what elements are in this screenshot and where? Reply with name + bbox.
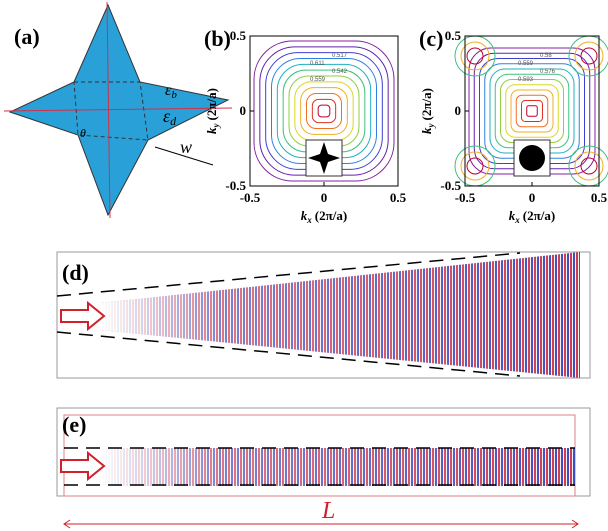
unit: (2π/a) — [523, 208, 555, 223]
x-axis-label: kx(2π/a) — [301, 208, 347, 225]
y-axis-label: ky(2π/a) — [419, 88, 436, 134]
subscript: x — [514, 215, 520, 225]
unit: (2π/a) — [315, 208, 347, 223]
panel-label: (c) — [419, 26, 443, 51]
length-label: L — [321, 498, 335, 524]
subscript: y — [426, 122, 436, 128]
panel-label: (b) — [204, 26, 231, 51]
contour-label: 0.559 — [310, 77, 326, 83]
contour-label: 0.517 — [332, 53, 348, 59]
y-axis-label-group: ky(2π/a) — [204, 88, 221, 134]
subscript: y — [211, 122, 221, 128]
epsilon-b: εb — [165, 82, 177, 101]
y-tick-label: 0 — [455, 103, 462, 118]
theta: θ — [80, 126, 86, 140]
inset-circle — [519, 145, 545, 171]
x-tick-label: 0 — [321, 190, 328, 205]
contour-label: 0.593 — [518, 77, 534, 83]
x-axis-label: kx(2π/a) — [509, 208, 555, 225]
panel-label: (e) — [62, 412, 86, 437]
wave-fade — [100, 448, 575, 486]
panel-e: (e) L — [57, 408, 590, 528]
y-tick-label: 0.5 — [445, 28, 462, 43]
panel-a: (a) εb εd θ w — [4, 2, 232, 218]
subscript: x — [306, 215, 312, 225]
y-axis-label: ky(2π/a) — [204, 88, 221, 134]
contour-label: 0.611 — [310, 61, 325, 67]
panel-label: (d) — [62, 260, 89, 285]
y-tick-label: 0 — [240, 103, 247, 118]
contour-label: 0.58 — [540, 53, 552, 59]
panel-label: (a) — [14, 24, 40, 49]
subscript: d — [170, 114, 177, 128]
x-tick-label: 0.5 — [591, 190, 608, 205]
unit: (2π/a) — [419, 88, 434, 120]
y-tick-label: -0.5 — [225, 178, 246, 193]
contour-label: 0.576 — [540, 69, 556, 75]
y-tick-label: 0.5 — [230, 28, 247, 43]
figure: (a) εb εd θ w 0.559 0.542 0.611 0.517 -0.5 0 0… — [0, 0, 608, 531]
subscript: b — [171, 89, 177, 101]
unit: (2π/a) — [204, 88, 219, 120]
y-axis-label-group: ky(2π/a) — [419, 88, 436, 134]
y-tick-label: -0.5 — [440, 178, 461, 193]
width-label: w — [180, 137, 192, 157]
x-tick-label: 0 — [529, 190, 536, 205]
contour-label: 0.542 — [332, 69, 348, 75]
x-tick-label: 0.5 — [390, 190, 407, 205]
contour-label: 0.559 — [518, 61, 534, 67]
panel-d: (d) — [57, 252, 590, 378]
